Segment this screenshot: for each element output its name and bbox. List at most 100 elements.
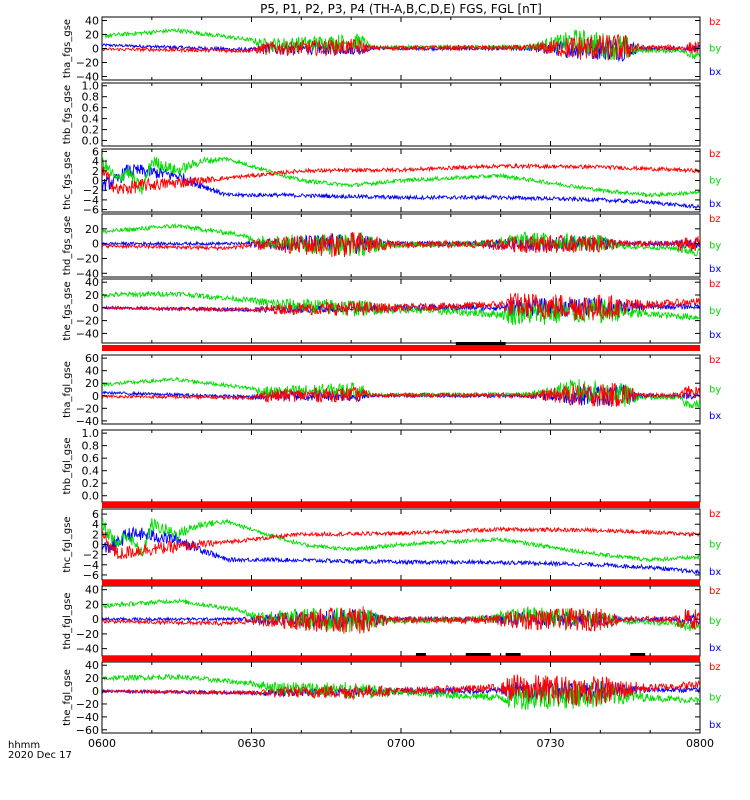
status-bar-segment <box>415 653 426 656</box>
y-tick-label: −40 <box>76 643 99 656</box>
y-tick-label: 0 <box>92 539 99 552</box>
legend-by: by <box>709 306 721 317</box>
y-tick-label: −4 <box>83 559 99 572</box>
series-line-bz <box>102 292 700 321</box>
y-axis-label: thd_fgl_gse <box>62 593 73 650</box>
legend-bz: bz <box>709 214 721 225</box>
y-tick-label: 0.4 <box>82 465 100 478</box>
y-axis-label: thc_fgl_gse <box>62 516 73 572</box>
legend-bx: bx <box>709 720 721 731</box>
chart-title: P5, P1, P2, P3, P4 (TH-A,B,C,D,E) FGS, F… <box>260 2 542 16</box>
y-tick-label: −20 <box>76 315 99 328</box>
panel-frame <box>101 429 701 503</box>
y-tick-label: 40 <box>85 365 99 378</box>
y-tick-label: 20 <box>85 377 99 390</box>
y-tick-label: −60 <box>76 724 99 737</box>
legend-by: by <box>709 44 721 55</box>
series-line-bz <box>102 382 700 407</box>
y-tick-label: 2 <box>92 528 99 541</box>
legend-by: by <box>709 616 721 627</box>
y-tick-label: 0.8 <box>82 440 100 453</box>
y-tick-label: 40 <box>85 659 99 672</box>
y-tick-label: 0.4 <box>82 113 100 126</box>
y-tick-label: 40 <box>85 276 99 289</box>
series-line-bz <box>102 33 700 61</box>
y-tick-label: −20 <box>76 628 99 641</box>
legend-bx: bx <box>709 264 721 275</box>
panel-thb_fgl_gse: 1.00.80.60.40.20.0 thb_fgl_gse <box>62 427 701 503</box>
y-tick-label: −2 <box>83 184 99 197</box>
legend-bz: bz <box>709 149 721 160</box>
y-tick-label: −20 <box>76 252 99 265</box>
status-bar-segment <box>505 653 521 656</box>
y-axis-label: tha_fgl_gse <box>62 361 73 418</box>
series-line-bz <box>102 232 700 258</box>
status-bar <box>102 580 700 586</box>
legend-bx: bx <box>709 567 721 578</box>
legend-bz: bz <box>709 17 721 28</box>
y-tick-label: 4 <box>92 518 99 531</box>
y-tick-label: 0.0 <box>82 490 100 503</box>
legend-bx: bx <box>709 67 721 78</box>
status-bar-segment <box>630 653 646 656</box>
series-line-bz <box>102 674 700 707</box>
legend-by: by <box>709 385 721 396</box>
legend-by: by <box>709 241 721 252</box>
y-tick-label: 4 <box>92 155 99 168</box>
y-tick-label: 0 <box>92 685 99 698</box>
y-tick-label: 6 <box>92 145 99 158</box>
y-tick-label: 0 <box>92 390 99 403</box>
legend-bx: bx <box>709 411 721 422</box>
legend-bx: bx <box>709 330 721 341</box>
y-tick-label: 0.6 <box>82 452 100 465</box>
y-tick-label: −40 <box>76 267 99 280</box>
y-tick-label: 0.0 <box>82 135 100 148</box>
y-tick-label: 0.2 <box>82 124 100 137</box>
y-tick-label: 40 <box>85 15 99 28</box>
status-bar <box>102 502 700 508</box>
y-tick-label: 0.2 <box>82 477 100 490</box>
y-tick-label: 60 <box>85 352 99 365</box>
legend-bz: bz <box>709 279 721 290</box>
y-tick-label: −40 <box>76 415 99 428</box>
legend-bz: bz <box>709 509 721 520</box>
y-tick-label: 1.0 <box>82 427 100 440</box>
x-axis: 0600 0630 0700 0730 0800 <box>88 737 714 750</box>
x-tick-label: 0800 <box>686 737 714 750</box>
y-axis-label: tha_fgs_gse <box>62 19 73 78</box>
y-tick-label: 20 <box>85 672 99 685</box>
series-line-bz <box>102 606 700 634</box>
legend-bx: bx <box>709 643 721 654</box>
series-line-by <box>102 597 700 634</box>
series-line-bz <box>102 162 700 195</box>
series-line-bx <box>102 163 700 210</box>
series-line-by <box>102 673 700 710</box>
panel-thb_fgs_gse: 1.00.80.60.40.20.0 thb_fgs_gse <box>62 80 701 148</box>
status-bar <box>102 345 700 351</box>
y-tick-label: 0 <box>92 43 99 56</box>
y-axis-label: thb_fgl_gse <box>62 438 73 495</box>
y-tick-label: 0 <box>92 613 99 626</box>
y-tick-label: 0 <box>92 238 99 251</box>
panel-frame <box>101 661 701 734</box>
legend-bz: bz <box>709 586 721 597</box>
y-tick-label: 0 <box>92 302 99 315</box>
series-line-bz <box>102 525 700 560</box>
y-tick-label: 40 <box>85 584 99 597</box>
series-line-bx <box>102 526 700 575</box>
y-tick-label: 0 <box>92 175 99 188</box>
legend-by: by <box>709 540 721 551</box>
y-tick-label: −20 <box>76 402 99 415</box>
y-tick-label: 20 <box>85 29 99 42</box>
footer-time-unit: hhmm <box>8 740 40 751</box>
y-tick-label: −40 <box>76 71 99 84</box>
legend-bx: bx <box>709 199 721 210</box>
legend-bz: bz <box>709 662 721 673</box>
